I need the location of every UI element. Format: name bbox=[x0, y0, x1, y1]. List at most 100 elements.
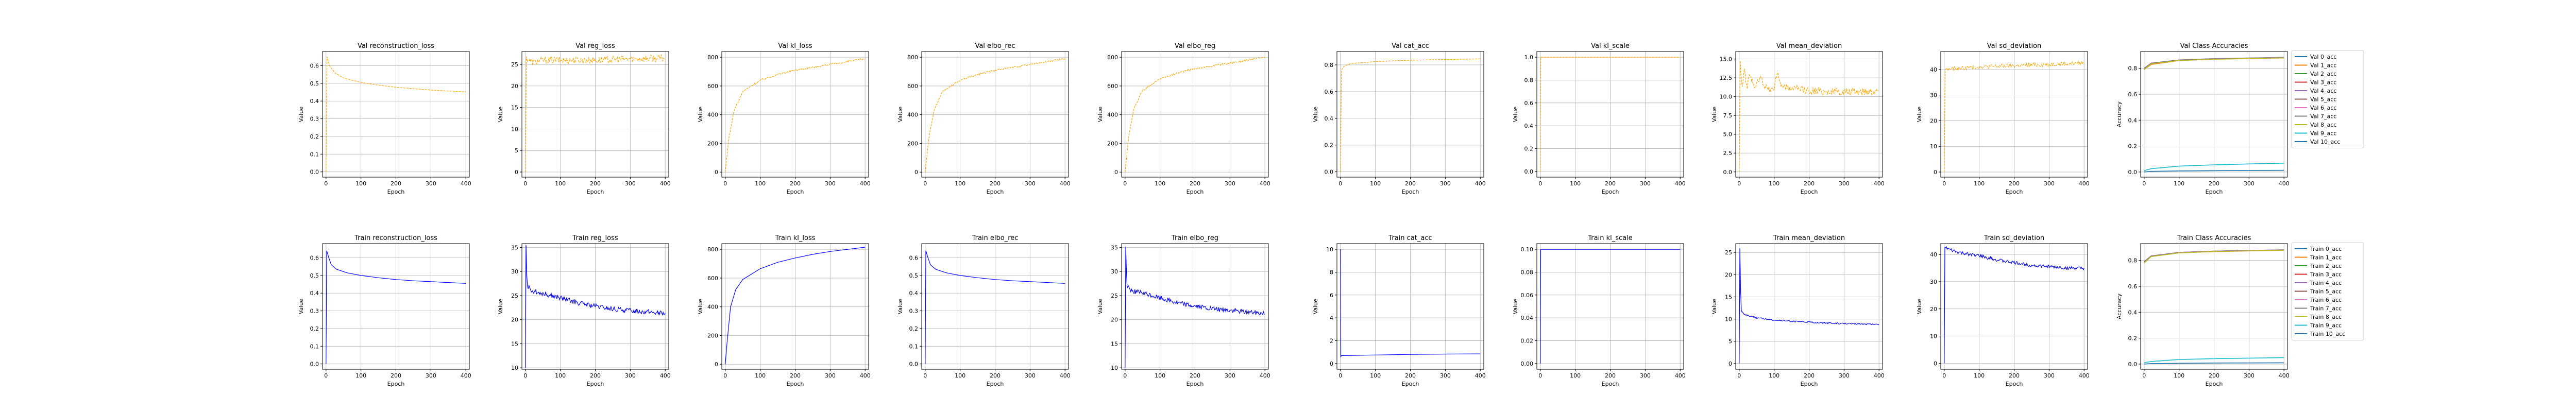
x-tick-label: 0 bbox=[1737, 180, 1741, 187]
x-tick-label: 400 bbox=[1060, 372, 1071, 379]
series-line bbox=[326, 250, 466, 364]
legend-label: Val 4_acc bbox=[2310, 88, 2336, 94]
x-tick-label: 300 bbox=[1225, 372, 1235, 379]
x-tick-label: 400 bbox=[860, 180, 871, 187]
x-tick-label: 0 bbox=[1338, 180, 1342, 187]
y-axis-label: Value bbox=[1312, 107, 1319, 122]
y-axis-label: Value bbox=[697, 107, 704, 122]
y-axis-label: Value bbox=[1097, 299, 1104, 314]
y-tick-label: 6 bbox=[1330, 292, 1333, 299]
x-axis-label: Epoch bbox=[2006, 188, 2023, 195]
series-line-val-8-acc bbox=[2144, 57, 2284, 70]
y-tick-label: 0.1 bbox=[909, 343, 919, 350]
x-tick-label: 200 bbox=[1804, 372, 1815, 379]
y-tick-label: 0.08 bbox=[1521, 269, 1534, 276]
x-axis-label: Epoch bbox=[387, 381, 405, 387]
legend-label: Val 10_acc bbox=[2310, 139, 2340, 145]
y-tick-label: 600 bbox=[1107, 83, 1118, 90]
series-line bbox=[1540, 249, 1681, 364]
chart-title: Train kl_scale bbox=[1587, 234, 1632, 242]
y-tick-label: 0 bbox=[1114, 169, 1118, 176]
y-tick-label: 0 bbox=[1934, 169, 1937, 176]
x-tick-label: 200 bbox=[590, 372, 601, 379]
legend-label: Train 0_acc bbox=[2310, 246, 2342, 252]
y-tick-label: 0.6 bbox=[1524, 100, 1534, 107]
y-tick-label: 12.5 bbox=[1720, 75, 1733, 81]
x-tick-label: 300 bbox=[1025, 180, 1036, 187]
chart-val-class-accuracies: 0 100 200 300 400 0.0 0.2 0.4 0.6 0.8 Val Class Ac… bbox=[2116, 42, 2364, 195]
series-line bbox=[1340, 249, 1481, 358]
y-tick-label: 0.3 bbox=[310, 308, 319, 315]
x-tick-label: 0 bbox=[1942, 180, 1946, 187]
x-tick-label: 200 bbox=[391, 372, 401, 379]
legend-label: Train 8_acc bbox=[2310, 314, 2342, 320]
x-tick-label: 200 bbox=[990, 372, 1001, 379]
series-line-val-9-acc bbox=[2144, 163, 2284, 171]
y-tick-label: 0.1 bbox=[310, 343, 319, 350]
x-tick-label: 200 bbox=[1804, 180, 1815, 187]
y-tick-label: 10 bbox=[511, 365, 518, 371]
y-tick-label: 10 bbox=[1930, 333, 1937, 340]
x-axis-label: Epoch bbox=[1602, 381, 1619, 387]
x-tick-label: 300 bbox=[1025, 372, 1036, 379]
legend-label: Val 3_acc bbox=[2310, 79, 2336, 86]
y-tick-label: 25 bbox=[1725, 249, 1732, 256]
chart-title: Val reg_loss bbox=[575, 42, 615, 50]
x-tick-label: 400 bbox=[1475, 372, 1486, 379]
legend-label: Val 2_acc bbox=[2310, 71, 2336, 77]
y-axis-label: Value bbox=[897, 107, 904, 122]
x-tick-label: 200 bbox=[990, 180, 1001, 187]
x-tick-label: 300 bbox=[1839, 180, 1850, 187]
x-tick-label: 100 bbox=[2174, 372, 2184, 379]
x-tick-label: 100 bbox=[1570, 372, 1581, 379]
y-tick-label: 0.2 bbox=[1524, 146, 1534, 152]
x-tick-label: 0 bbox=[1338, 372, 1342, 379]
series-line bbox=[1944, 246, 2084, 364]
y-tick-label: 0.0 bbox=[1723, 169, 1733, 176]
y-tick-label: 0.06 bbox=[1521, 292, 1534, 299]
x-tick-label: 400 bbox=[461, 372, 471, 379]
legend-label: Train 10_acc bbox=[2310, 331, 2345, 337]
x-tick-label: 400 bbox=[660, 180, 671, 187]
x-tick-label: 400 bbox=[2279, 372, 2290, 379]
x-tick-label: 400 bbox=[2079, 372, 2090, 379]
chart-train-reconstruction-loss: 0 100 200 300 400 0.0 0.1 0.2 0.3 0.4 0.5 0.6 Train … bbox=[298, 234, 471, 387]
y-tick-label: 0.8 bbox=[2128, 258, 2138, 264]
y-tick-label: 0.3 bbox=[310, 116, 319, 123]
x-tick-label: 200 bbox=[2209, 372, 2219, 379]
chart-title: Train mean_deviation bbox=[1773, 234, 1845, 242]
chart-val-elbo-rec: 0 100 200 300 400 0 200 400 600 800 Val elbo_rec Ep… bbox=[897, 42, 1071, 195]
x-tick-label: 300 bbox=[1839, 372, 1850, 379]
y-tick-label: 0.6 bbox=[909, 254, 919, 261]
y-tick-label: 0.4 bbox=[310, 98, 319, 105]
y-tick-label: 20 bbox=[1930, 117, 1937, 124]
y-tick-label: 10 bbox=[1326, 246, 1333, 253]
chart-title: Train elbo_reg bbox=[1171, 234, 1218, 242]
x-tick-label: 200 bbox=[590, 180, 601, 187]
legend-label: Val 5_acc bbox=[2310, 96, 2336, 103]
chart-title: Train cat_acc bbox=[1388, 234, 1432, 242]
series-line-train-10-acc bbox=[2144, 362, 2284, 365]
x-tick-label: 300 bbox=[1225, 180, 1235, 187]
y-tick-label: 600 bbox=[707, 83, 718, 90]
legend-box bbox=[2291, 50, 2364, 148]
x-tick-label: 100 bbox=[755, 180, 766, 187]
legend-label: Train 1_acc bbox=[2310, 254, 2342, 261]
y-axis-label: Value bbox=[298, 107, 304, 122]
x-tick-label: 100 bbox=[1370, 372, 1381, 379]
x-tick-label: 200 bbox=[790, 372, 801, 379]
y-tick-label: 200 bbox=[907, 140, 918, 147]
series-line bbox=[525, 245, 666, 368]
y-axis-label: Value bbox=[1711, 107, 1718, 122]
series-line bbox=[1739, 248, 1879, 364]
y-axis-label: Value bbox=[1312, 299, 1319, 314]
x-tick-label: 200 bbox=[1190, 180, 1200, 187]
y-axis-label: Value bbox=[1916, 299, 1923, 314]
y-tick-label: 0.5 bbox=[310, 272, 319, 279]
x-axis-label: Epoch bbox=[2206, 381, 2223, 387]
chart-val-cat-acc: 0 100 200 300 400 0.0 0.2 0.4 0.6 0.8 Val cat_acc E… bbox=[1312, 42, 1486, 195]
y-tick-label: 400 bbox=[707, 304, 718, 311]
series-line-val-10-acc bbox=[2144, 169, 2284, 173]
x-tick-label: 300 bbox=[825, 180, 836, 187]
